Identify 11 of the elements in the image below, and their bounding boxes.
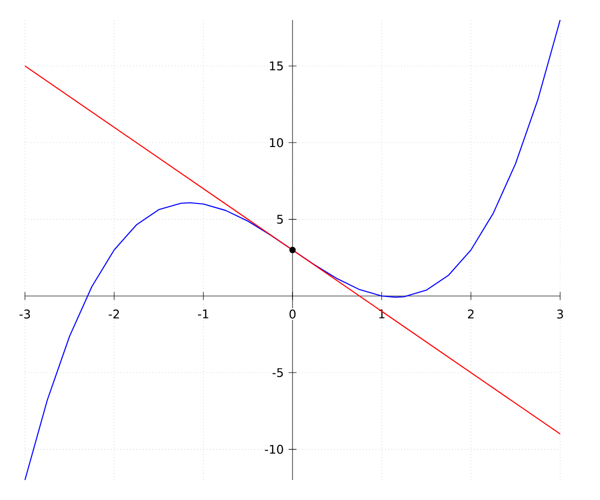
x-tick-label: 0: [290, 310, 296, 319]
x-tick-label: 2: [468, 310, 474, 318]
y-tick-label: 15: [270, 62, 283, 70]
y-tick-label: 10: [270, 138, 284, 148]
x-tick-label: 3: [557, 310, 563, 319]
x-tick-label: -1: [198, 310, 208, 318]
x-tick-label: -3: [20, 310, 30, 319]
y-tick-label: 5: [277, 214, 283, 224]
y-tick-label: -10: [264, 444, 284, 454]
y-tick-label: -5: [272, 368, 283, 378]
x-tick-label: -2: [108, 310, 119, 318]
